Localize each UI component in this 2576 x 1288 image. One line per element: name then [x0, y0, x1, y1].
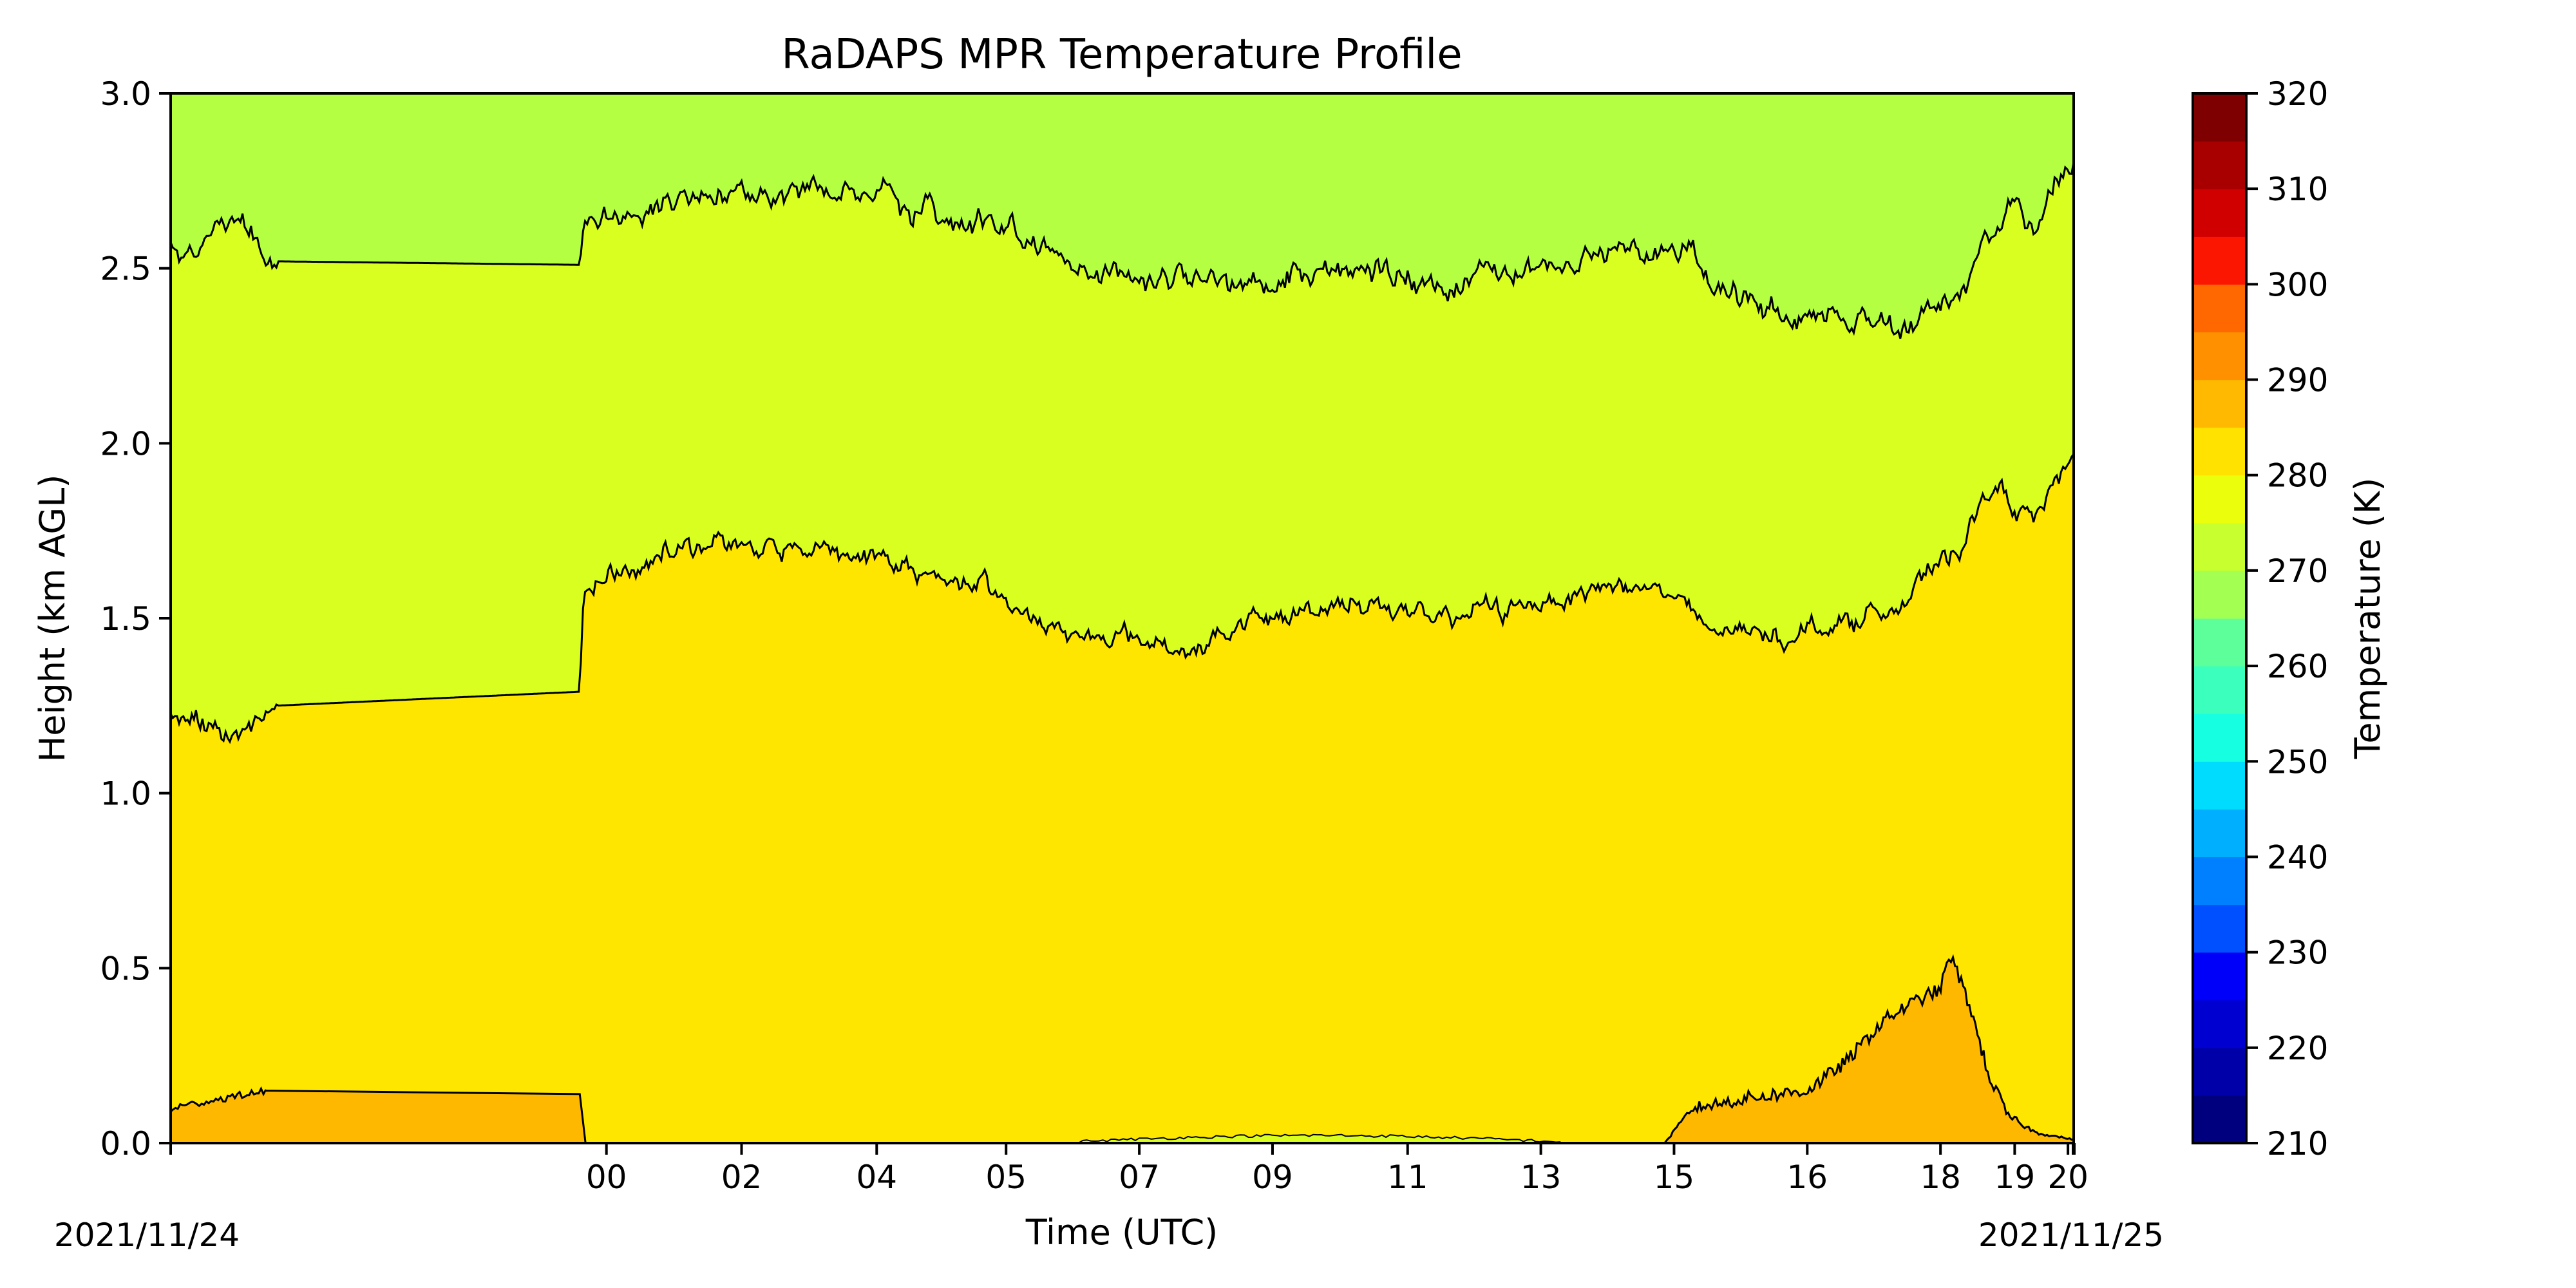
colorbar-segment	[2193, 714, 2246, 762]
x-tick-label: 05	[985, 1159, 1027, 1196]
contour-line-upper	[171, 162, 2074, 339]
x-tick-label: 09	[1252, 1159, 1293, 1196]
x-tick-label: 20	[2047, 1159, 2088, 1196]
x-date-start-label: 2021/11/24	[54, 1217, 240, 1254]
band-lower	[171, 453, 2074, 1143]
colorbar-segment	[2193, 761, 2246, 810]
colorbar-tick-label: 230	[2267, 934, 2328, 972]
colorbar-label: Temperature (K)	[2347, 478, 2388, 760]
colorbar-tick-label: 320	[2267, 75, 2328, 113]
colorbar-tick-label: 220	[2267, 1030, 2328, 1067]
x-axis: 00 02 04 05 07 09 11 13 15 16 18 19 20	[169, 1143, 2088, 1196]
colorbar-segment	[2193, 189, 2246, 237]
x-tick-label: 11	[1387, 1159, 1428, 1196]
y-tick-label: 2.0	[100, 425, 151, 462]
colorbar-segment	[2193, 666, 2246, 714]
x-date-end-label: 2021/11/25	[1978, 1217, 2164, 1254]
chart-title: RaDAPS MPR Temperature Profile	[781, 31, 1462, 79]
colorbar-segment	[2193, 379, 2246, 428]
band-warm-early	[171, 1086, 587, 1143]
colorbar-segment	[2193, 332, 2246, 381]
x-tick-label: 19	[1994, 1159, 2036, 1196]
colorbar-tick-label: 210	[2267, 1125, 2328, 1162]
colorbar-segment	[2193, 809, 2246, 858]
x-axis-label: Time (UTC)	[1025, 1212, 1218, 1253]
x-tick-label: 18	[1920, 1159, 1961, 1196]
x-tick-label: 00	[586, 1159, 627, 1196]
colorbar-segment	[2193, 141, 2246, 189]
colorbar-segment	[2193, 618, 2246, 667]
band-trace-near-surface	[1074, 1133, 1561, 1143]
x-tick-label: 02	[721, 1159, 762, 1196]
x-tick-label: 16	[1786, 1159, 1828, 1196]
colorbar-segment	[2193, 904, 2246, 953]
colorbar-tick-label: 300	[2267, 266, 2328, 303]
colorbar-segment	[2193, 93, 2246, 142]
colorbar-tick-label: 250	[2267, 743, 2328, 781]
colorbar-segment	[2193, 952, 2246, 1001]
y-tick-label: 0.0	[100, 1125, 151, 1162]
colorbar-segment	[2193, 570, 2246, 619]
y-axis-label: Height (km AGL)	[32, 475, 73, 762]
x-tick-label: 15	[1654, 1159, 1695, 1196]
y-tick-label: 2.5	[100, 251, 151, 288]
x-tick-label: 13	[1520, 1159, 1562, 1196]
colorbar-tick-label: 280	[2267, 457, 2328, 495]
colorbar-segment	[2193, 236, 2246, 285]
x-tick-label: 04	[856, 1159, 897, 1196]
y-tick-label: 1.0	[100, 775, 151, 813]
colorbar-tick-label: 310	[2267, 171, 2328, 208]
colorbar-segment	[2193, 999, 2246, 1048]
colorbar-segment	[2193, 1095, 2246, 1144]
colorbar-tick-label: 290	[2267, 362, 2328, 399]
colorbar-tick-label: 260	[2267, 648, 2328, 685]
colorbar-segment	[2193, 857, 2246, 905]
x-tick-label: 07	[1119, 1159, 1160, 1196]
y-axis: 0.0 0.5 1.0 1.5 2.0 2.5 3.0	[100, 75, 171, 1162]
y-tick-label: 1.5	[100, 600, 151, 638]
colorbar-tick-label: 270	[2267, 553, 2328, 590]
colorbar-segment	[2193, 475, 2246, 524]
colorbar-segment	[2193, 1047, 2246, 1096]
y-tick-label: 3.0	[100, 75, 151, 113]
colorbar-segment	[2193, 522, 2246, 571]
colorbar-tick-label: 240	[2267, 838, 2328, 876]
contour-line-middle	[171, 453, 2074, 744]
plot-area	[171, 93, 2074, 1143]
colorbar-frame	[2192, 92, 2248, 1144]
colorbar	[2192, 92, 2248, 1144]
colorbar-segment	[2193, 284, 2246, 333]
colorbar-segment	[2193, 427, 2246, 476]
band-warm-late	[1663, 954, 2074, 1143]
y-tick-label: 0.5	[100, 950, 151, 987]
colorbar-ticks: 210 220 230 240 250 260 270 280 290 300 310 320	[2246, 75, 2328, 1162]
